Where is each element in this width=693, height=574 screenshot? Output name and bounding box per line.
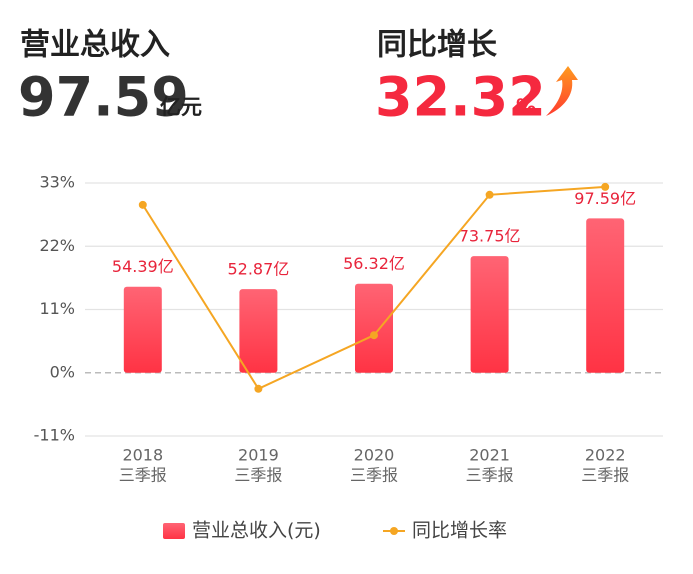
line-point	[601, 182, 610, 191]
x-tick-period: 三季报	[581, 466, 629, 485]
x-tick-period: 三季报	[234, 466, 282, 485]
revenue-value: 97.59	[18, 66, 189, 129]
y-tick-label: 0%	[50, 362, 75, 381]
legend-swatch-dot	[390, 527, 398, 535]
x-tick-period: 三季报	[350, 466, 398, 485]
x-tick-label: 2020	[354, 446, 395, 465]
line-point	[254, 384, 263, 393]
legend-label: 同比增长率	[412, 520, 507, 542]
x-tick-label: 2022	[585, 446, 626, 465]
line-point	[485, 190, 494, 199]
bar	[586, 218, 625, 373]
x-tick-label: 2021	[469, 446, 510, 465]
data-label: 56.32亿	[343, 254, 405, 273]
line-point	[370, 331, 378, 340]
data-label: 73.75亿	[459, 227, 521, 246]
bar	[123, 286, 162, 373]
growth-unit: %	[516, 95, 536, 119]
x-tick-label: 2018	[122, 446, 163, 465]
bar	[470, 256, 509, 373]
legend-swatch	[163, 523, 185, 539]
bar	[355, 283, 393, 373]
x-tick-label: 2019	[238, 446, 279, 465]
bar	[239, 289, 278, 373]
legend-label: 营业总收入(元)	[192, 520, 321, 542]
growth-value: 32.32	[375, 66, 546, 129]
revenue-title: 营业总收入	[20, 28, 170, 63]
revenue-unit: 亿元	[160, 95, 202, 119]
up-arrow-icon	[546, 66, 578, 116]
y-tick-label: 22%	[39, 236, 75, 255]
growth-title: 同比增长	[377, 28, 497, 63]
y-tick-label: 11%	[39, 299, 75, 318]
data-label: 97.59亿	[574, 189, 636, 208]
y-tick-label: -11%	[34, 426, 75, 445]
line-point	[138, 200, 147, 209]
data-label: 52.87亿	[227, 260, 289, 279]
y-tick-label: 33%	[39, 173, 75, 192]
x-tick-period: 三季报	[466, 466, 514, 485]
x-tick-period: 三季报	[119, 466, 167, 485]
data-label: 54.39亿	[112, 257, 174, 276]
